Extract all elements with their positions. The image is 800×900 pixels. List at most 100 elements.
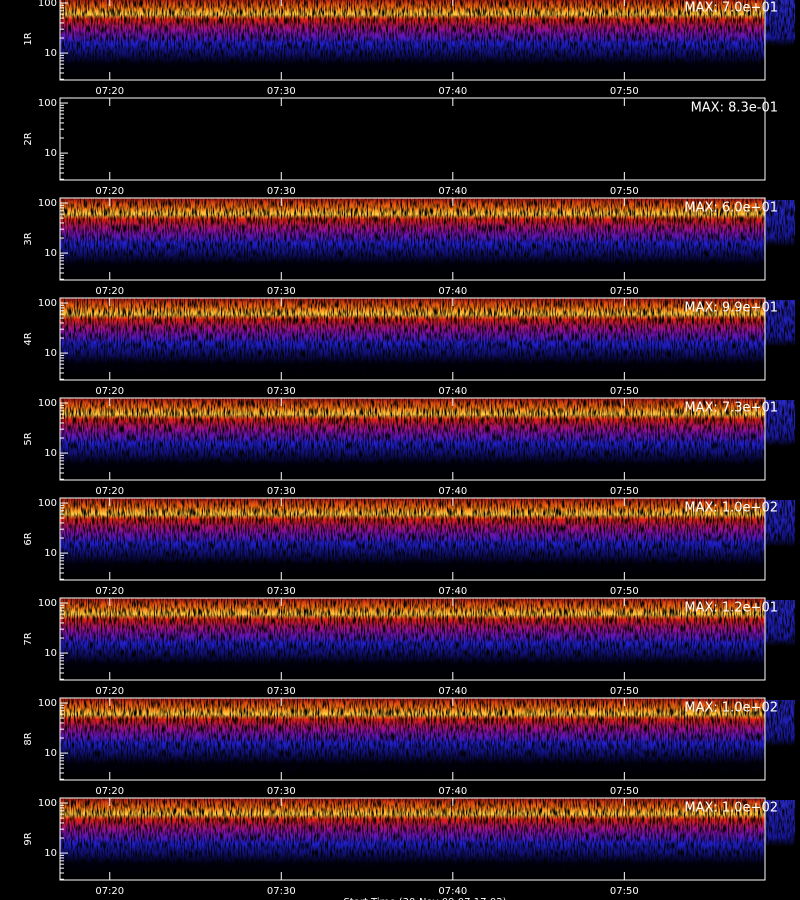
x-tick-label: 07:50 bbox=[610, 886, 639, 897]
x-tick-label: 07:50 bbox=[610, 86, 639, 97]
plot-frame bbox=[59, 297, 766, 381]
panel: 10 100 07:20 07:30 07:40 07:50 8R MAX: 1.0e+02 bbox=[23, 697, 795, 797]
y-tick-label: 100 bbox=[38, 398, 57, 409]
side-strip-noise bbox=[765, 0, 795, 62]
x-tick-label: 07:50 bbox=[610, 786, 639, 797]
x-tick-label: 07:20 bbox=[95, 686, 124, 697]
x-tick-label: 07:20 bbox=[95, 486, 124, 497]
spectrum-noise bbox=[60, 498, 765, 580]
x-tick-label: 07:40 bbox=[438, 186, 467, 197]
x-tick-label: 07:40 bbox=[438, 686, 467, 697]
x-tick-label: 07:30 bbox=[267, 686, 296, 697]
max-annotation: MAX: 7.3e+01 bbox=[684, 401, 778, 416]
spectrum-noise bbox=[60, 198, 765, 280]
side-strip-noise bbox=[765, 500, 795, 562]
y-tick-label: 100 bbox=[38, 698, 57, 709]
x-tick-label: 07:20 bbox=[95, 86, 124, 97]
y-axis-label: 2R bbox=[23, 132, 34, 145]
x-tick-label: 07:20 bbox=[95, 786, 124, 797]
plot-frame bbox=[59, 397, 766, 481]
max-annotation: MAX: 1.0e+02 bbox=[684, 801, 778, 816]
max-annotation: MAX: 8.3e-01 bbox=[691, 101, 778, 116]
side-strip-noise bbox=[765, 800, 795, 862]
spectrum-noise bbox=[60, 298, 765, 380]
x-tick-label: 07:50 bbox=[610, 186, 639, 197]
y-axis-label: 4R bbox=[23, 332, 34, 345]
panel: 10 100 07:20 07:30 07:40 07:50 6R MAX: 1.0e+02 bbox=[23, 497, 795, 597]
y-tick-label: 100 bbox=[38, 298, 57, 309]
y-axis-label: 5R bbox=[23, 432, 34, 445]
y-tick-label: 10 bbox=[44, 848, 57, 859]
x-tick-label: 07:50 bbox=[610, 686, 639, 697]
side-strip-noise bbox=[765, 300, 795, 362]
side-strip-noise bbox=[765, 700, 795, 762]
x-tick-label: 07:30 bbox=[267, 886, 296, 897]
plot-frame bbox=[59, 197, 766, 281]
panel: 10 100 07:20 07:30 07:40 07:50 3R MAX: 6.0e+01 bbox=[23, 197, 795, 297]
x-tick-label: 07:40 bbox=[438, 786, 467, 797]
y-axis-label: 3R bbox=[23, 232, 34, 245]
y-tick-label: 10 bbox=[44, 248, 57, 259]
x-tick-label: 07:40 bbox=[438, 286, 467, 297]
panel: 10 100 07:20 07:30 07:40 07:50 9R MAX: 1.0e+02 S… bbox=[23, 797, 795, 900]
y-tick-label: 100 bbox=[38, 198, 57, 209]
max-annotation: MAX: 1.2e+01 bbox=[684, 601, 778, 616]
x-tick-label: 07:40 bbox=[438, 586, 467, 597]
x-tick-label: 07:50 bbox=[610, 586, 639, 597]
y-axis-label: 7R bbox=[23, 632, 34, 645]
y-axis-label: 6R bbox=[23, 532, 34, 545]
y-tick-label: 10 bbox=[44, 448, 57, 459]
plot-frame bbox=[59, 797, 766, 881]
y-tick-label: 10 bbox=[44, 148, 57, 159]
y-axis-label: 9R bbox=[23, 832, 34, 845]
panel: 10 100 07:20 07:30 07:40 07:50 5R MAX: 7.3e+01 bbox=[23, 397, 795, 497]
spectrum-noise bbox=[60, 798, 765, 880]
max-annotation: MAX: 6.0e+01 bbox=[684, 201, 778, 216]
spectrum-noise bbox=[60, 698, 765, 780]
panel: 10 100 07:20 07:30 07:40 07:50 4R MAX: 9.9e+01 bbox=[23, 297, 795, 397]
y-tick-label: 100 bbox=[38, 0, 57, 9]
y-tick-label: 100 bbox=[38, 798, 57, 809]
y-axis-label: 1R bbox=[23, 32, 34, 45]
side-strip-noise bbox=[765, 600, 795, 662]
y-axis-label: 8R bbox=[23, 732, 34, 745]
y-tick-label: 100 bbox=[38, 498, 57, 509]
x-tick-label: 07:20 bbox=[95, 586, 124, 597]
x-tick-label: 07:30 bbox=[267, 286, 296, 297]
side-strip-noise bbox=[765, 400, 795, 462]
spectrum-noise bbox=[60, 598, 765, 680]
side-strip-noise bbox=[765, 200, 795, 262]
max-annotation: MAX: 1.0e+02 bbox=[684, 501, 778, 516]
x-tick-label: 07:30 bbox=[267, 386, 296, 397]
plot-frame bbox=[59, 597, 766, 681]
panel: 10 100 07:20 07:30 07:40 07:50 2R MAX: 8.3e-01 bbox=[23, 97, 778, 197]
x-tick-label: 07:40 bbox=[438, 386, 467, 397]
y-tick-label: 10 bbox=[44, 48, 57, 59]
x-tick-label: 07:50 bbox=[610, 386, 639, 397]
x-tick-label: 07:20 bbox=[95, 886, 124, 897]
y-tick-label: 10 bbox=[44, 548, 57, 559]
x-tick-label: 07:30 bbox=[267, 186, 296, 197]
x-tick-label: 07:50 bbox=[610, 286, 639, 297]
x-tick-label: 07:40 bbox=[438, 486, 467, 497]
y-tick-label: 10 bbox=[44, 348, 57, 359]
max-annotation: MAX: 9.9e+01 bbox=[684, 301, 778, 316]
x-tick-label: 07:50 bbox=[610, 486, 639, 497]
x-tick-label: 07:30 bbox=[267, 86, 296, 97]
x-tick-label: 07:30 bbox=[267, 586, 296, 597]
panel: 10 100 07:20 07:30 07:40 07:50 1R MAX: 7.0e+01 bbox=[23, 0, 795, 97]
x-tick-label: 07:20 bbox=[95, 286, 124, 297]
max-annotation: MAX: 7.0e+01 bbox=[684, 1, 778, 16]
plot-frame bbox=[59, 497, 766, 581]
plot-frame bbox=[59, 697, 766, 781]
plot-frame bbox=[59, 0, 766, 81]
spectrum-noise bbox=[60, 398, 765, 480]
x-axis-label: Start Time (30-Nov-09 07:17:02) bbox=[343, 897, 506, 900]
y-tick-label: 100 bbox=[38, 598, 57, 609]
y-tick-label: 100 bbox=[38, 98, 57, 109]
max-annotation: MAX: 1.0e+02 bbox=[684, 701, 778, 716]
y-tick-label: 10 bbox=[44, 748, 57, 759]
x-tick-label: 07:20 bbox=[95, 386, 124, 397]
panel: 10 100 07:20 07:30 07:40 07:50 7R MAX: 1.2e+01 bbox=[23, 597, 795, 697]
